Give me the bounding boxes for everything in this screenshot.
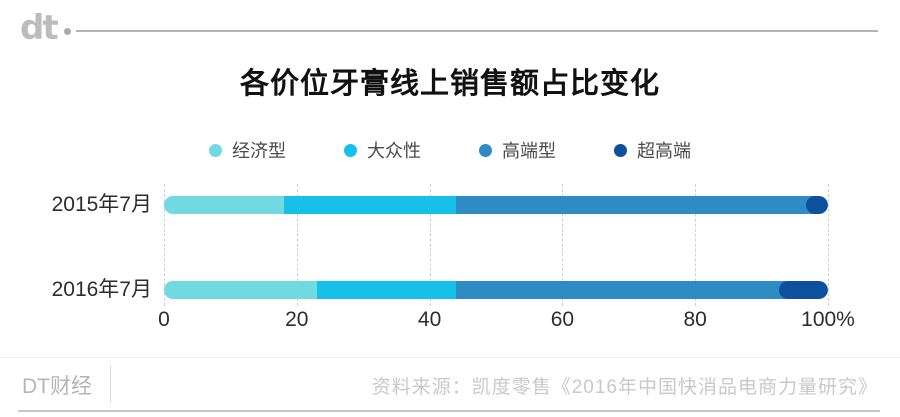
gridline bbox=[695, 184, 697, 306]
legend-label: 超高端 bbox=[637, 141, 691, 161]
legend-label: 大众性 bbox=[367, 141, 421, 161]
bar-segment-经济型 bbox=[164, 281, 317, 299]
chart-title: 各价位牙膏线上销售额占比变化 bbox=[239, 68, 660, 100]
legend-dot-icon bbox=[209, 143, 222, 157]
x-axis-tick: 100% bbox=[801, 308, 855, 331]
x-axis-tick: 40 bbox=[417, 308, 442, 331]
row-labels: 2015年7月 2016年7月 bbox=[0, 184, 152, 306]
x-axis-tick: 0 bbox=[158, 308, 170, 331]
legend-dot-icon bbox=[479, 143, 492, 157]
source-text: 资料来源：凯度零售《2016年中国快消品电商力量研究》 bbox=[371, 377, 878, 398]
plot-area bbox=[164, 184, 829, 306]
legend-label: 高端型 bbox=[502, 141, 556, 161]
logo-dot-icon bbox=[64, 28, 71, 35]
legend-dot-icon bbox=[614, 143, 627, 157]
category-label: 2015年7月 bbox=[51, 193, 152, 216]
legend-dot-icon bbox=[344, 143, 357, 157]
bar-segment-超高端 bbox=[805, 196, 828, 214]
bar-segment-大众性 bbox=[316, 281, 457, 299]
legend: 经济型 大众性 高端型 超高端 bbox=[0, 137, 900, 163]
legend-item: 超高端 bbox=[614, 137, 691, 163]
legend-item: 高端型 bbox=[479, 137, 556, 163]
legend-item: 大众性 bbox=[344, 137, 421, 163]
bars-layer bbox=[164, 184, 828, 306]
bar-segment-经济型 bbox=[164, 196, 284, 214]
bar-row bbox=[164, 196, 828, 214]
gridline bbox=[562, 184, 564, 306]
bar-segment-高端型 bbox=[456, 281, 789, 299]
x-axis-tick: 20 bbox=[285, 308, 309, 331]
footer-divider bbox=[110, 365, 111, 403]
category-label: 2016年7月 bbox=[51, 278, 152, 301]
gridline bbox=[828, 184, 829, 306]
gridline bbox=[296, 184, 298, 306]
bar-row bbox=[164, 281, 828, 299]
gridlines bbox=[164, 184, 829, 306]
bar-segment-超高端 bbox=[779, 281, 828, 299]
footer: DT财经 资料来源：凯度零售《2016年中国快消品电商力量研究》 bbox=[0, 357, 900, 417]
bottom-rule bbox=[18, 410, 880, 412]
x-axis-tick: 60 bbox=[550, 308, 575, 331]
x-axis-tick: 80 bbox=[683, 308, 707, 331]
x-axis: 0 20 40 60 80 100% bbox=[158, 306, 855, 336]
header-rule bbox=[76, 30, 878, 32]
bar-segment-高端型 bbox=[456, 196, 815, 214]
gridline bbox=[429, 184, 431, 306]
footer-brand: DT财经 bbox=[22, 375, 92, 398]
dt-logo: dt bbox=[20, 8, 59, 48]
chart: 2015年7月 2016年7月 0 20 40 60 80 100% bbox=[0, 184, 900, 339]
legend-item: 经济型 bbox=[209, 137, 286, 163]
gridline bbox=[164, 184, 165, 306]
bar-segment-大众性 bbox=[283, 196, 457, 214]
legend-label: 经济型 bbox=[232, 141, 286, 161]
